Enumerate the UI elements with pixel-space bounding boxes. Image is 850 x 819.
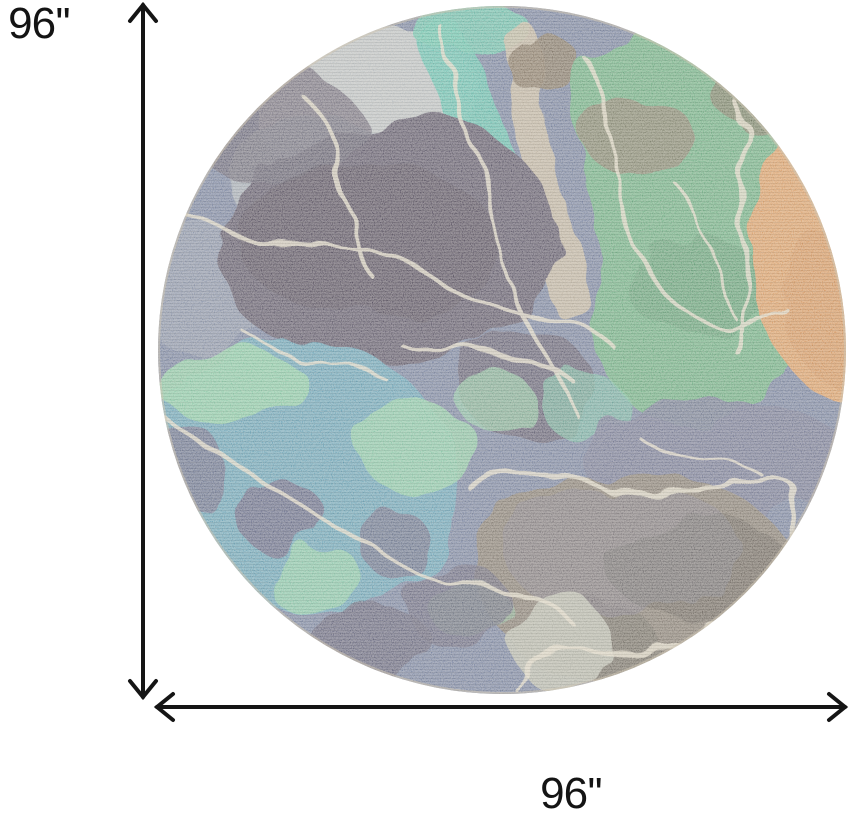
horizontal-dimension-arrow-icon bbox=[153, 692, 849, 722]
height-dimension-label: 96'' bbox=[8, 0, 71, 48]
width-dimension-label: 96'' bbox=[540, 769, 603, 818]
rug-edge bbox=[158, 6, 846, 694]
rug-product-image bbox=[158, 6, 846, 694]
vertical-dimension-arrow-icon bbox=[128, 1, 158, 701]
